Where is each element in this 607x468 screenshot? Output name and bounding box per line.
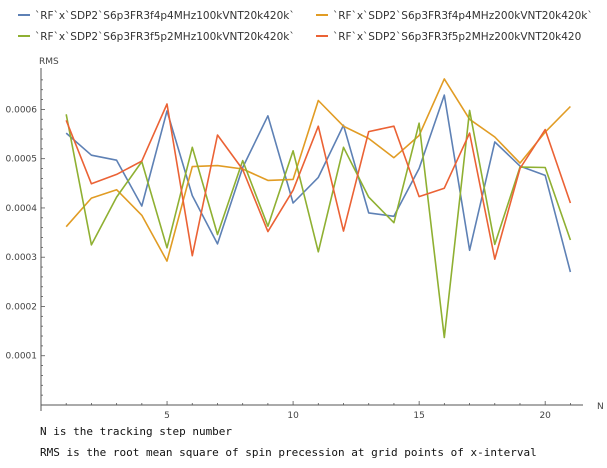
x-tick-label: 15 bbox=[413, 411, 424, 421]
legend-label-4: `RF`x`SDP2`S6p3FR3f5p2MHz200kVNT20k420 bbox=[333, 31, 581, 43]
series-line-4 bbox=[65, 103, 572, 261]
legend-label-3: `RF`x`SDP2`S6p3FR3f5p2MHz100kVNT20k420k` bbox=[35, 31, 295, 43]
chart-axes: 5 10 15 20 0.0001 0.0002 0.0003 0.0004 0.0005 0.0… bbox=[6, 57, 604, 421]
series-line-2 bbox=[65, 78, 571, 262]
x-tick-label: 10 bbox=[287, 411, 299, 421]
legend-label-2: `RF`x`SDP2`S6p3FR3f4p4MHz200kVNT20k420k` bbox=[333, 10, 593, 22]
series-line-1 bbox=[65, 94, 572, 273]
chart-series bbox=[65, 78, 572, 339]
y-axis-title: RMS bbox=[39, 57, 59, 67]
note-rms-definition: RMS is the root mean square of spin prec… bbox=[40, 446, 537, 459]
x-tick-label: 5 bbox=[164, 411, 170, 421]
x-axis-title: N bbox=[597, 402, 604, 412]
y-tick-label: 0.0006 bbox=[6, 105, 38, 115]
y-tick-label: 0.0002 bbox=[6, 302, 38, 312]
y-tick-label: 0.0004 bbox=[6, 204, 38, 214]
x-tick-label: 20 bbox=[539, 411, 551, 421]
y-tick-label: 0.0003 bbox=[6, 253, 38, 263]
chart-legend: `RF`x`SDP2`S6p3FR3f4p4MHz100kVNT20k420k`… bbox=[18, 10, 593, 43]
note-n-definition: N is the tracking step number bbox=[40, 425, 233, 438]
y-tick-label: 0.0005 bbox=[6, 155, 38, 165]
y-tick-label: 0.0001 bbox=[6, 352, 38, 362]
legend-label-1: `RF`x`SDP2`S6p3FR3f4p4MHz100kVNT20k420k` bbox=[35, 10, 295, 22]
series-line-3 bbox=[65, 109, 572, 339]
